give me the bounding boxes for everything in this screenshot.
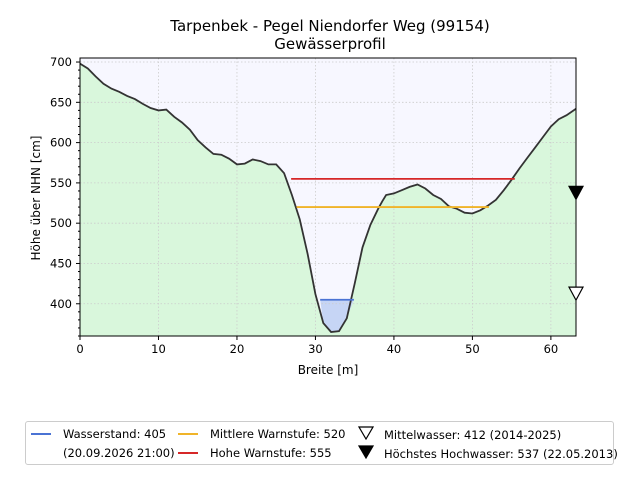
legend-item-water-date: (20.09.2026 21:00) (63, 446, 175, 460)
mean-water-marker (567, 286, 585, 302)
legend-item-medium-warning: Mittlere Warnstufe: 520 (178, 427, 346, 441)
x-tick-label: 0 (76, 342, 83, 356)
legend-line-high-warning (178, 452, 198, 454)
chart-subtitle: Gewässerprofil (274, 35, 386, 53)
highest-flood-marker (567, 185, 585, 201)
legend-item-water-level: Wasserstand: 405 (31, 427, 166, 441)
legend-label-medium-warning: Mittlere Warnstufe: 520 (210, 427, 346, 441)
x-tick-label: 40 (387, 342, 402, 356)
ground-fill (80, 63, 576, 336)
legend-item-highest-flood: Höchstes Hochwasser: 537 (22.05.2013) (356, 445, 618, 462)
legend-label-water-level: Wasserstand: 405 (63, 427, 167, 441)
profile-line (79, 62, 577, 333)
legend-label-water-date: (20.09.2026 21:00) (63, 446, 175, 460)
x-tick-label: 20 (230, 342, 245, 356)
open-triangle-icon (356, 426, 376, 443)
legend-line-medium-warning (178, 433, 198, 435)
plot-area: 0 10 20 30 40 50 60 400 450 500 550 600 650 700 (50, 55, 585, 356)
legend-line-water-level (31, 433, 51, 435)
x-tick-label: 60 (544, 342, 559, 356)
x-tick-label: 10 (151, 342, 166, 356)
chart-canvas: Tarpenbek - Pegel Niendorfer Weg (99154)… (29, 17, 585, 377)
y-tick-label: 700 (50, 55, 72, 69)
y-tick-label: 450 (50, 256, 72, 270)
legend-item-high-warning: Hohe Warnstufe: 555 (178, 446, 332, 460)
chart-title: Tarpenbek - Pegel Niendorfer Weg (99154) (169, 17, 489, 35)
filled-triangle-icon (356, 445, 376, 462)
legend-item-mean-water: Mittelwasser: 412 (2014-2025) (356, 426, 561, 443)
y-tick-label: 500 (50, 216, 72, 230)
x-axis-label: Breite [m] (298, 363, 359, 377)
y-tick-label: 650 (50, 95, 72, 109)
x-tick-label: 50 (465, 342, 480, 356)
water-fill (320, 299, 354, 332)
legend-label-mean-water: Mittelwasser: 412 (2014-2025) (384, 427, 562, 442)
y-tick-label: 550 (50, 176, 72, 190)
y-tick-label: 400 (50, 297, 72, 311)
y-axis-label: Höhe über NHN [cm] (29, 136, 43, 261)
legend-label-high-warning: Hohe Warnstufe: 555 (210, 446, 332, 460)
legend: Wasserstand: 405 (20.09.2026 21:00) Mitt… (25, 421, 618, 465)
legend-label-highest-flood: Höchstes Hochwasser: 537 (22.05.2013) (384, 446, 618, 461)
y-tick-label: 600 (50, 136, 72, 150)
x-tick-label: 30 (308, 342, 323, 356)
